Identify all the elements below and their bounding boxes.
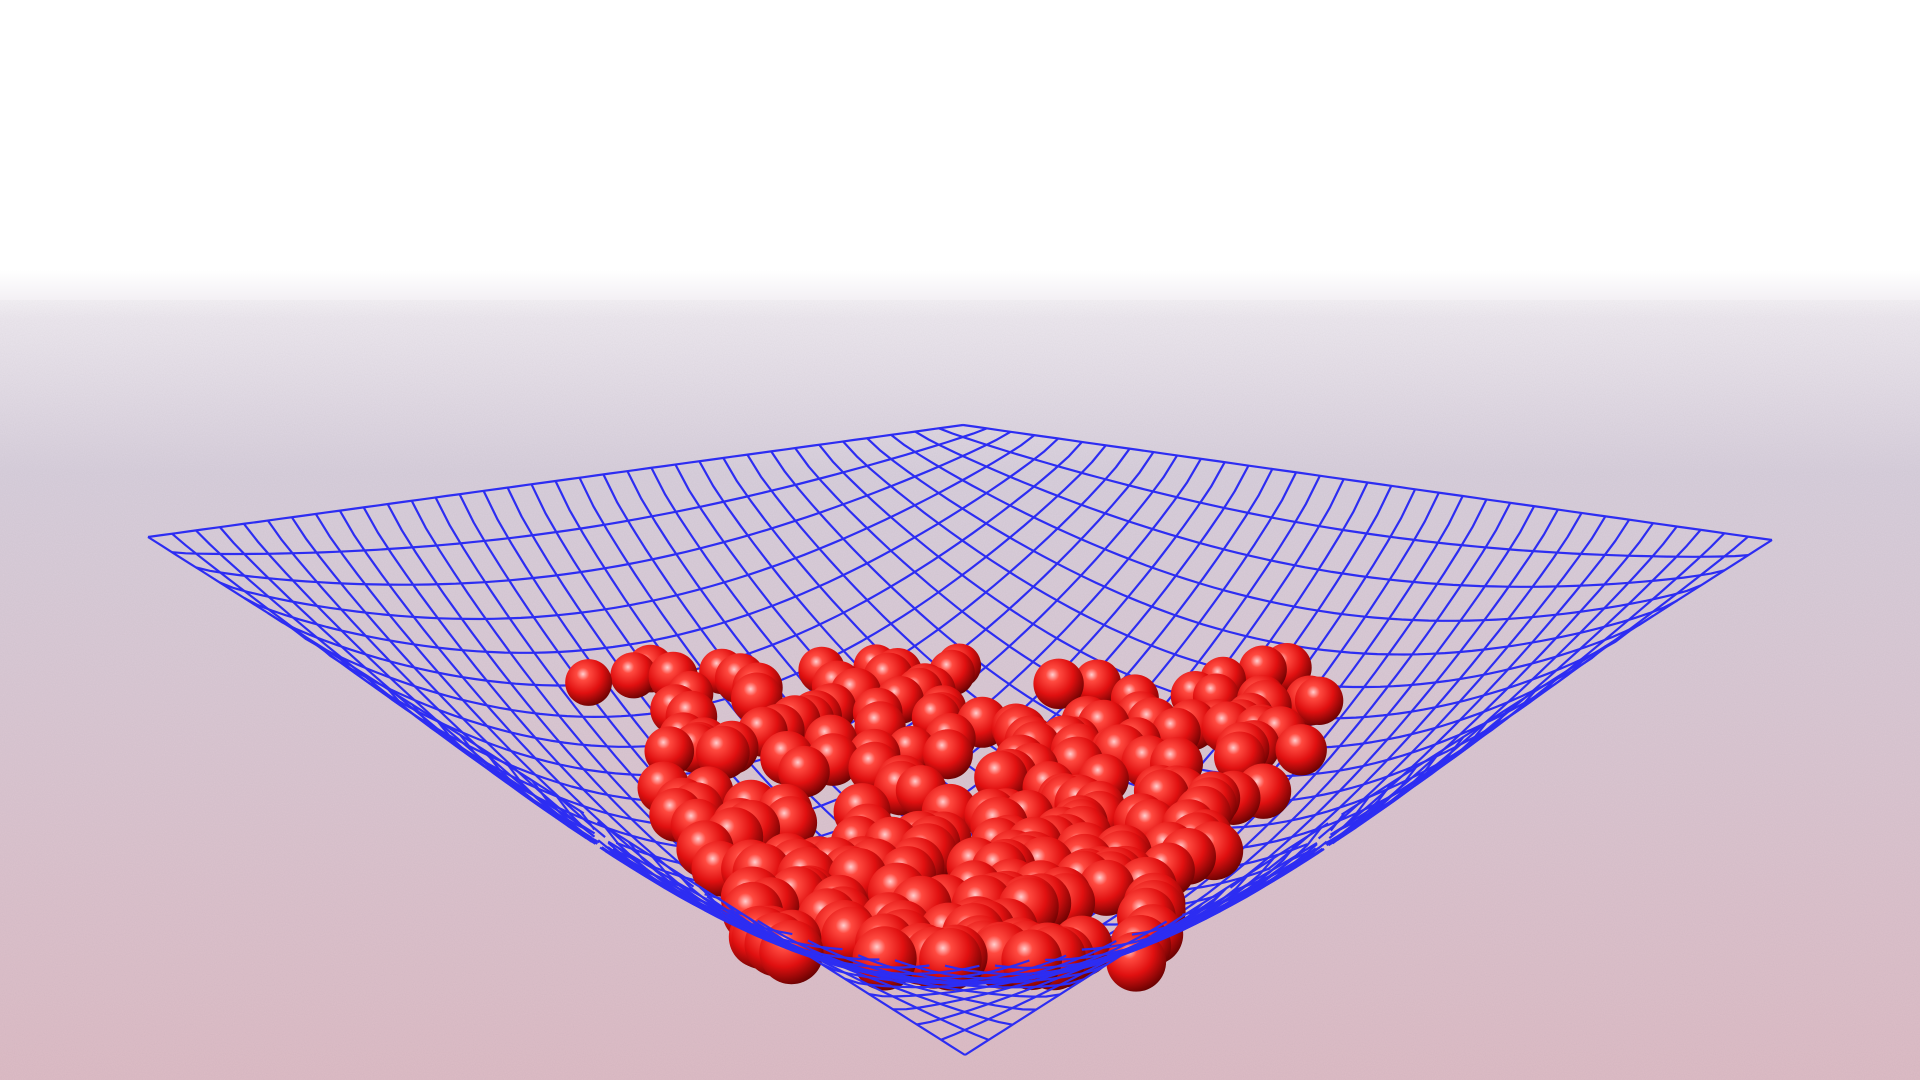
net-strand — [890, 434, 1702, 622]
net-strand — [914, 430, 1725, 588]
sky-background — [0, 0, 1920, 300]
net-mesh-front — [596, 820, 1329, 1056]
net-strand — [964, 822, 1329, 1056]
net-strand — [1267, 512, 1583, 871]
red-sphere — [922, 729, 973, 780]
red-sphere — [1294, 676, 1344, 725]
red-sphere — [1073, 659, 1122, 708]
net-strand — [938, 427, 1749, 558]
red-sphere — [1033, 658, 1084, 709]
net-strand — [1332, 532, 1726, 841]
red-spheres — [565, 643, 1344, 992]
net-strand — [507, 764, 593, 843]
net-strand — [1329, 535, 1749, 836]
red-sphere — [695, 725, 750, 780]
red-sphere — [610, 652, 657, 699]
net-strand — [1341, 539, 1773, 816]
net-strand — [362, 506, 695, 888]
red-sphere — [565, 659, 612, 706]
net-strand — [866, 437, 1678, 656]
red-sphere — [1275, 724, 1327, 776]
net-strand — [916, 846, 1320, 1026]
net-strand — [1179, 505, 1536, 914]
net-strand — [962, 423, 1773, 542]
net-strand — [555, 795, 586, 829]
net-strand — [1229, 509, 1559, 889]
net-strand — [531, 780, 589, 838]
net-strand — [892, 848, 1323, 1011]
net-strand — [1129, 502, 1512, 935]
net-strand — [1328, 519, 1631, 839]
net-strand — [579, 810, 596, 831]
